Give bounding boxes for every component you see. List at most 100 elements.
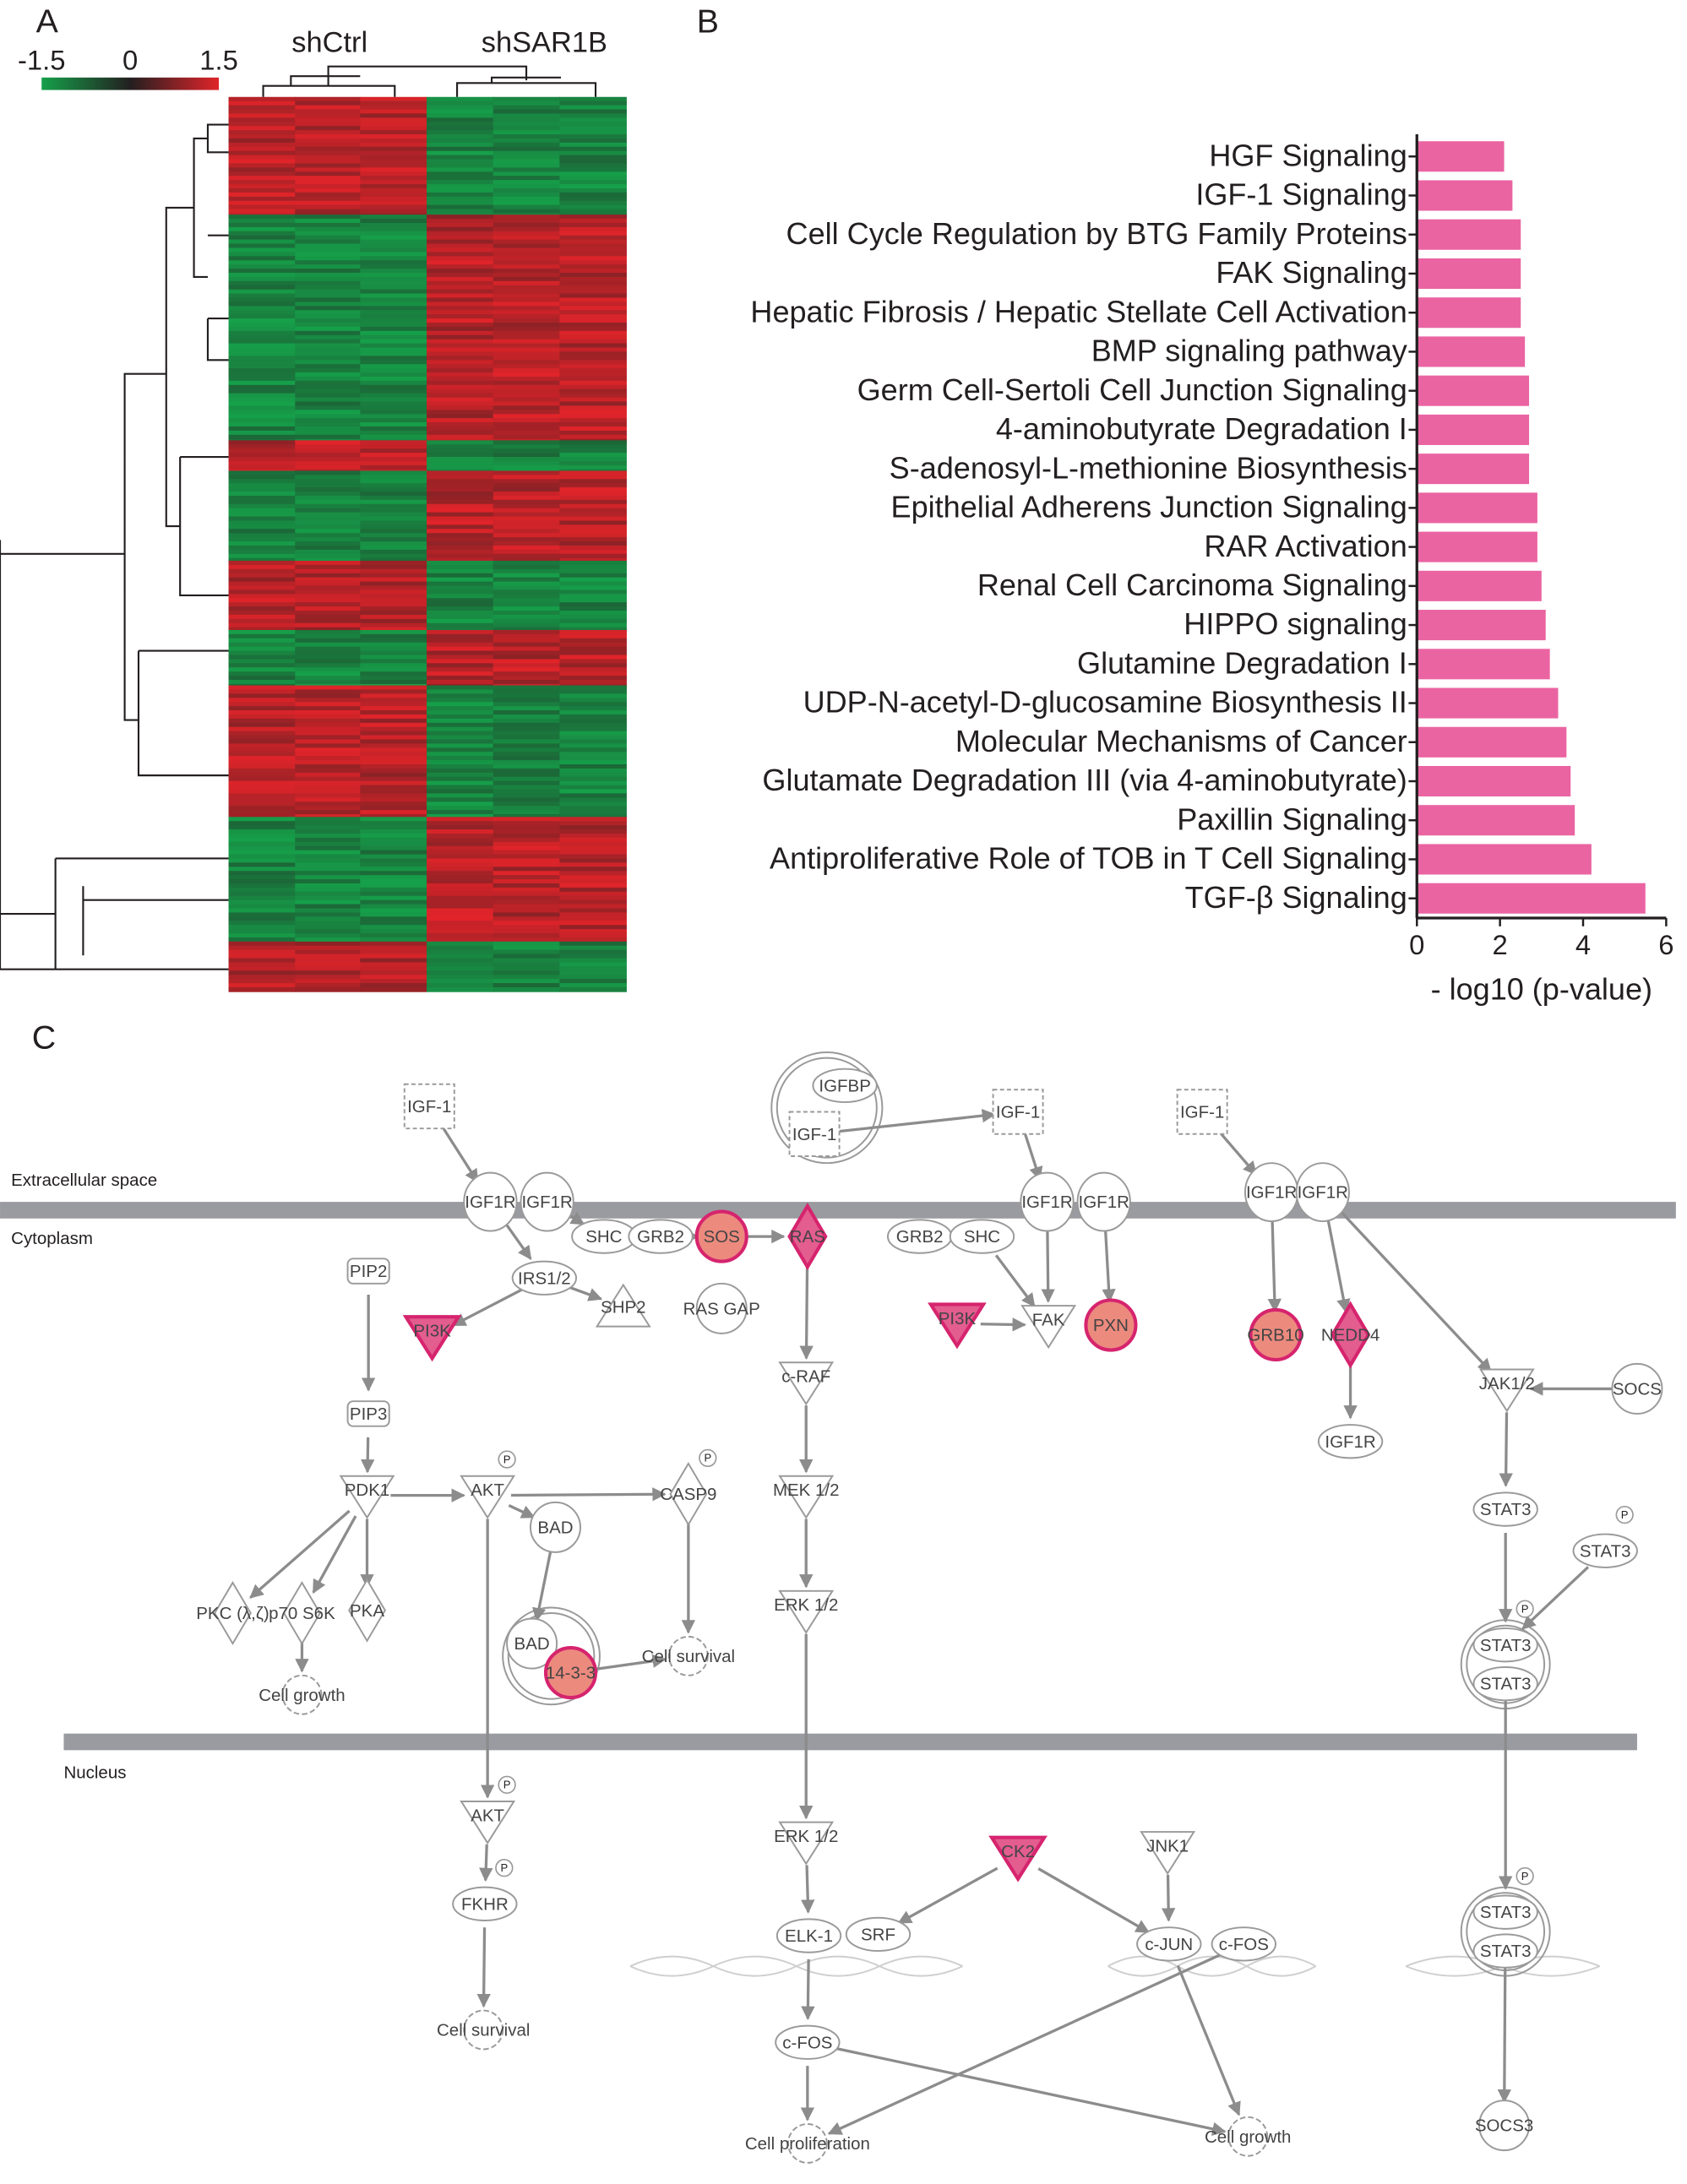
heat-cell bbox=[427, 302, 494, 307]
edge bbox=[799, 1259, 814, 1361]
heat-cell bbox=[559, 252, 627, 258]
heat-cell bbox=[427, 883, 494, 888]
heat-cell bbox=[559, 434, 627, 440]
node-label: SHC bbox=[585, 1227, 622, 1247]
heat-cell bbox=[228, 606, 297, 611]
heat-cell bbox=[492, 384, 561, 390]
bar bbox=[1417, 805, 1575, 836]
y-tick-label: Epithelial Adherens Junction Signaling bbox=[891, 490, 1407, 524]
heat-cell bbox=[427, 829, 494, 834]
heat-cell bbox=[427, 516, 494, 522]
heat-cell bbox=[360, 293, 427, 299]
heat-cell bbox=[360, 537, 427, 542]
heat-cell bbox=[360, 289, 427, 295]
heat-cell bbox=[559, 444, 627, 450]
bar bbox=[1417, 219, 1521, 250]
node bbox=[694, 1209, 748, 1263]
heat-cell bbox=[559, 862, 627, 868]
heat-cell bbox=[228, 180, 297, 185]
heat-cell bbox=[559, 895, 627, 901]
heat-cell bbox=[228, 272, 297, 278]
phospho-badge bbox=[495, 1859, 514, 1877]
heat-cell bbox=[228, 760, 297, 765]
heat-cell bbox=[427, 825, 494, 830]
node-label: SOS bbox=[704, 1227, 740, 1247]
y-tick-label: Glutamine Degradation I bbox=[1077, 645, 1407, 680]
heat-cell bbox=[360, 483, 427, 488]
bar bbox=[1417, 375, 1530, 406]
heat-cell bbox=[228, 222, 297, 228]
heat-cell bbox=[295, 789, 362, 795]
heat-cell bbox=[295, 614, 362, 620]
heat-cell bbox=[427, 810, 494, 815]
heat-cell bbox=[228, 326, 297, 332]
heat-cell bbox=[295, 589, 362, 595]
node bbox=[786, 2123, 828, 2164]
heat-cell bbox=[228, 573, 297, 579]
heat-cell bbox=[360, 397, 427, 403]
heat-cell bbox=[427, 850, 494, 856]
heat-cell bbox=[360, 867, 427, 872]
heat-cell bbox=[492, 492, 561, 497]
heat-cell bbox=[228, 414, 297, 419]
heat-cell bbox=[492, 937, 561, 943]
heat-cell bbox=[427, 573, 494, 579]
heat-cell bbox=[295, 966, 362, 972]
edge bbox=[476, 1927, 491, 2008]
heat-cell bbox=[360, 561, 427, 566]
heat-cell bbox=[228, 602, 297, 607]
heat-cell bbox=[228, 629, 297, 635]
node bbox=[1249, 1307, 1303, 1362]
heat-cell bbox=[492, 833, 561, 839]
edge bbox=[1037, 1867, 1151, 1934]
heat-cell bbox=[427, 465, 494, 470]
edge bbox=[1024, 1133, 1043, 1182]
node bbox=[1020, 1171, 1075, 1232]
heat-cell bbox=[360, 405, 427, 411]
heat-cell bbox=[559, 756, 627, 761]
node bbox=[845, 1916, 912, 1953]
heat-cell bbox=[427, 685, 494, 691]
heat-cell bbox=[427, 524, 494, 530]
dendrogram bbox=[0, 65, 597, 970]
heat-cell bbox=[295, 529, 362, 535]
heat-cell bbox=[492, 159, 561, 165]
heat-cell bbox=[360, 655, 427, 660]
heat-cell bbox=[228, 314, 297, 319]
heat-cell bbox=[228, 676, 297, 681]
heat-cell bbox=[559, 293, 627, 299]
heat-cell bbox=[228, 764, 297, 769]
heat-cell bbox=[559, 829, 627, 834]
heat-cell bbox=[360, 756, 427, 761]
heat-cell bbox=[360, 589, 427, 595]
heat-cell bbox=[295, 768, 362, 774]
node bbox=[348, 1578, 386, 1643]
heat-cell bbox=[427, 793, 494, 799]
heat-cell bbox=[492, 953, 561, 959]
heat-cell bbox=[427, 854, 494, 860]
heat-cell bbox=[559, 614, 627, 620]
node bbox=[928, 1302, 987, 1350]
heat-cell bbox=[427, 384, 494, 390]
heat-cell bbox=[559, 564, 627, 570]
heat-cell bbox=[559, 138, 627, 144]
heat-cell bbox=[360, 503, 427, 509]
membrane bbox=[0, 1202, 1676, 1219]
heat-cell bbox=[427, 979, 494, 984]
heat-cell bbox=[228, 384, 297, 390]
heat-cell bbox=[295, 192, 362, 198]
heat-cell bbox=[228, 376, 297, 382]
heat-cell bbox=[427, 260, 494, 265]
y-tick-label: HGF Signaling bbox=[1209, 138, 1407, 172]
heat-cell bbox=[295, 150, 362, 156]
phospho-badge bbox=[1516, 1600, 1534, 1618]
heat-cell bbox=[559, 368, 627, 373]
heat-cell bbox=[228, 646, 297, 652]
heat-cell bbox=[559, 611, 627, 616]
heat-cell bbox=[559, 629, 627, 635]
heat-cell bbox=[427, 150, 494, 156]
node bbox=[214, 1581, 252, 1646]
heat-cell bbox=[360, 627, 427, 633]
heat-cell bbox=[492, 702, 561, 707]
heat-cell bbox=[427, 397, 494, 403]
